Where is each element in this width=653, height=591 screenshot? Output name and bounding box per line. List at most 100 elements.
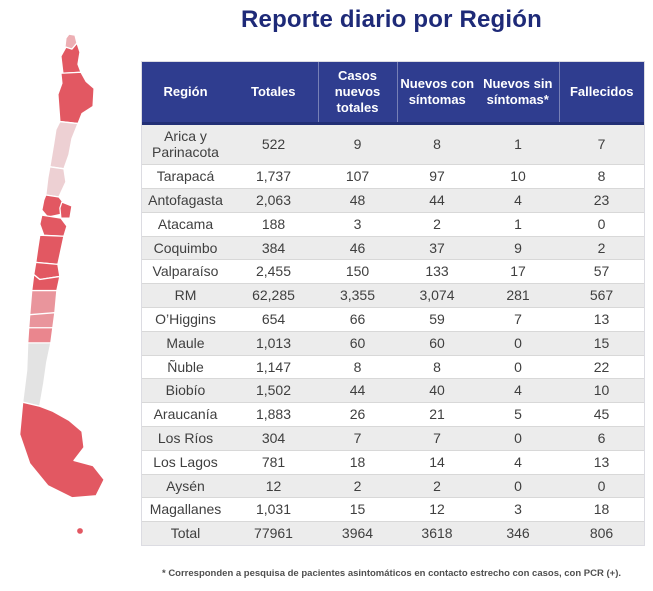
col-header-totales: Totales — [229, 62, 318, 125]
sin-sintomas-cell: 0 — [477, 330, 559, 356]
region-cell: Maule — [142, 330, 229, 356]
totales-cell: 1,883 — [229, 402, 318, 427]
col-header-region: Región — [142, 62, 229, 125]
map-region-magallanes — [19, 401, 105, 499]
con-sintomas-cell: 2 — [397, 211, 477, 237]
table-row-total: Total 77961 3964 3618 346 806 — [142, 521, 644, 545]
casos-nuevos-cell: 150 — [318, 259, 397, 284]
table-row: Tarapacá 1,737 107 97 10 8 — [142, 164, 644, 189]
region-cell: Ñuble — [142, 354, 229, 379]
region-cell: Araucanía — [142, 402, 229, 427]
casos-nuevos-cell: 7 — [318, 425, 397, 451]
sin-sintomas-cell: 1 — [477, 211, 559, 237]
table-row: Biobío 1,502 44 40 4 10 — [142, 378, 644, 403]
con-sintomas-cell: 37 — [397, 235, 477, 260]
totales-cell: 1,737 — [229, 164, 318, 189]
totales-cell: 1,013 — [229, 330, 318, 356]
totales-cell: 1,031 — [229, 497, 318, 522]
fallecidos-cell: 18 — [559, 497, 644, 522]
fallecidos-cell: 22 — [559, 354, 644, 379]
col-header-nuevos-sin-sintomas: Nuevos sin síntomas* — [477, 62, 559, 125]
con-sintomas-cell: 2 — [397, 473, 477, 498]
table-row: Atacama 188 3 2 1 0 — [142, 211, 644, 237]
table-row: Coquimbo 384 46 37 9 2 — [142, 235, 644, 260]
con-sintomas-cell: 8 — [397, 354, 477, 379]
sin-sintomas-cell: 0 — [477, 354, 559, 379]
fallecidos-cell: 6 — [559, 425, 644, 451]
page-title: Reporte diario por Región — [240, 6, 542, 33]
region-cell: RM — [142, 283, 229, 308]
table-row: Los Ríos 304 7 7 0 6 — [142, 425, 644, 451]
header-row: Región Totales Casos nuevos totales Nuev… — [142, 62, 644, 125]
chile-choropleth-map — [18, 26, 140, 541]
con-sintomas-cell: 3,074 — [397, 283, 477, 308]
fallecidos-cell: 10 — [559, 378, 644, 403]
totales-cell: 304 — [229, 425, 318, 451]
con-sintomas-cell: 44 — [397, 187, 477, 213]
totales-cell: 62,285 — [229, 283, 318, 308]
sin-sintomas-cell: 0 — [477, 473, 559, 498]
totales-cell: 12 — [229, 473, 318, 498]
sin-sintomas-cell: 5 — [477, 402, 559, 427]
con-sintomas-cell: 7 — [397, 425, 477, 451]
casos-nuevos-cell: 15 — [318, 497, 397, 522]
map-region-tarapaca — [60, 42, 82, 74]
totales-cell: 77961 — [229, 521, 318, 545]
table-row: Araucanía 1,883 26 21 5 45 — [142, 402, 644, 427]
sin-sintomas-cell: 9 — [477, 235, 559, 260]
daily-report-table: Región Totales Casos nuevos totales Nuev… — [142, 62, 644, 545]
con-sintomas-cell: 40 — [397, 378, 477, 403]
casos-nuevos-cell: 107 — [318, 164, 397, 189]
casos-nuevos-cell: 8 — [318, 354, 397, 379]
sin-sintomas-cell: 7 — [477, 306, 559, 332]
table-row: Los Lagos 781 18 14 4 13 — [142, 449, 644, 475]
con-sintomas-cell: 8 — [397, 122, 477, 165]
map-region-antofagasta — [57, 71, 95, 125]
region-cell: Coquimbo — [142, 235, 229, 260]
totales-cell: 654 — [229, 306, 318, 332]
region-cell: Magallanes — [142, 497, 229, 522]
fallecidos-cell: 0 — [559, 473, 644, 498]
region-cell: Los Ríos — [142, 425, 229, 451]
map-region-coquimbo — [45, 166, 67, 198]
chile-map-svg — [19, 33, 105, 536]
footnote: * Corresponden a pesquisa de pacientes a… — [161, 568, 622, 579]
sin-sintomas-cell: 4 — [477, 378, 559, 403]
table-row: Aysén 12 2 2 0 0 — [142, 473, 644, 498]
table-row: Magallanes 1,031 15 12 3 18 — [142, 497, 644, 522]
con-sintomas-cell: 14 — [397, 449, 477, 475]
fallecidos-cell: 2 — [559, 235, 644, 260]
col-header-casos-nuevos: Casos nuevos totales — [317, 62, 397, 125]
map-region-rm — [59, 201, 73, 219]
casos-nuevos-cell: 66 — [318, 306, 397, 332]
fallecidos-cell: 806 — [559, 521, 644, 545]
casos-nuevos-cell: 3,355 — [318, 283, 397, 308]
fallecidos-cell: 45 — [559, 402, 644, 427]
region-cell: Biobío — [142, 378, 229, 403]
region-cell: Tarapacá — [142, 164, 229, 189]
region-cell: O’Higgins — [142, 306, 229, 332]
fallecidos-cell: 0 — [559, 211, 644, 237]
sin-sintomas-cell: 281 — [477, 283, 559, 308]
sin-sintomas-cell: 3 — [477, 497, 559, 522]
col-header-nuevos-con-sintomas: Nuevos con síntomas — [396, 62, 477, 125]
casos-nuevos-cell: 46 — [318, 235, 397, 260]
map-region-magallanes-island — [75, 526, 85, 536]
totales-cell: 1,502 — [229, 378, 318, 403]
table-body: Arica y Parinacota 522 9 8 1 7 Tarapacá … — [142, 122, 644, 545]
fallecidos-cell: 23 — [559, 187, 644, 213]
casos-nuevos-cell: 18 — [318, 449, 397, 475]
fallecidos-cell: 13 — [559, 306, 644, 332]
map-region-atacama — [49, 120, 79, 170]
map-region-valparaiso — [41, 194, 64, 218]
sin-sintomas-cell: 0 — [477, 425, 559, 451]
sin-sintomas-cell: 1 — [477, 122, 559, 165]
totales-cell: 2,455 — [229, 259, 318, 284]
table-row: Ñuble 1,147 8 8 0 22 — [142, 354, 644, 379]
casos-nuevos-cell: 2 — [318, 473, 397, 498]
con-sintomas-cell: 21 — [397, 402, 477, 427]
casos-nuevos-cell: 3964 — [318, 521, 397, 545]
table-row: RM 62,285 3,355 3,074 281 567 — [142, 283, 644, 308]
con-sintomas-cell: 59 — [397, 306, 477, 332]
region-cell: Total — [142, 521, 229, 545]
